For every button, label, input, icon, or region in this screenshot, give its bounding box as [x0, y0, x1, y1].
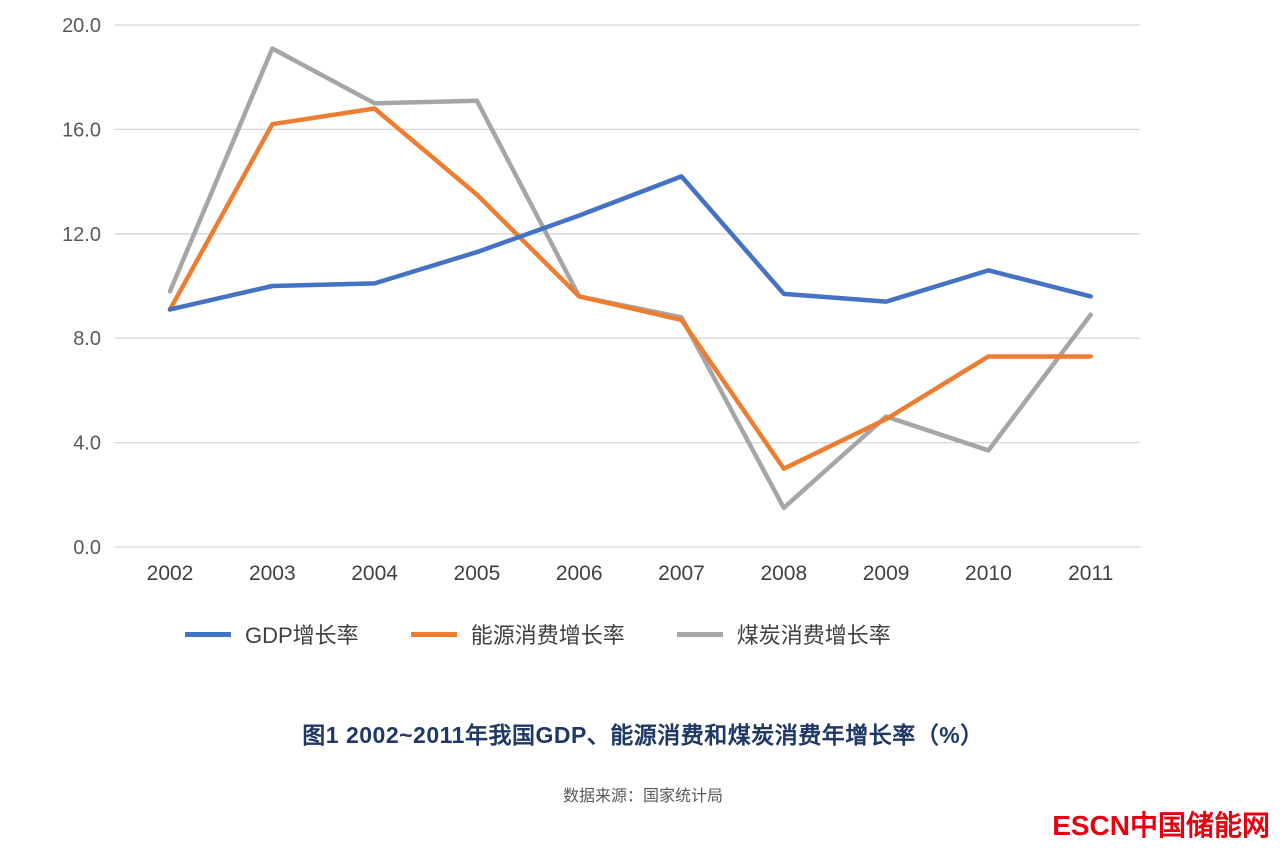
legend-swatch: [410, 631, 457, 637]
x-axis-tick-label: 2006: [556, 562, 603, 585]
y-axis-tick-label: 0.0: [73, 537, 101, 559]
legend-swatch: [185, 631, 231, 637]
y-axis-tick-label: 4.0: [73, 433, 101, 455]
y-axis-tick-label: 20.0: [62, 15, 101, 37]
y-axis-tick-label: 12.0: [62, 224, 101, 246]
series-line-能源消费增长率: [167, 106, 1093, 471]
legend-item: 能源消费增长率: [410, 618, 625, 650]
legend-label: GDP增长率: [245, 623, 359, 648]
legend-label: 煤炭消费增长率: [736, 623, 891, 648]
escn-logo: ESCN中国储能网: [1052, 804, 1270, 844]
x-axis-tick-label: 2003: [249, 562, 296, 585]
legend-swatch: [676, 631, 723, 637]
x-axis-tick-label: 2008: [760, 562, 807, 585]
x-axis-tick-label: 2011: [1068, 562, 1113, 585]
x-axis-tick-label: 2007: [658, 562, 705, 585]
legend-item: 煤炭消费增长率: [676, 618, 891, 650]
x-axis-tick-label: 2010: [965, 562, 1012, 585]
y-axis-tick-label: 8.0: [73, 328, 101, 350]
figure-caption: 图1 2002~2011年我国GDP、能源消费和煤炭消费年增长率（%）: [302, 722, 984, 748]
legend-item: GDP增长率: [185, 618, 359, 650]
x-axis-tick-label: 2009: [863, 562, 910, 585]
line-chart: 0.0 4.0 8.0 12.0 16.0 20.0 2002 2003 2004 2005 200…: [62, 15, 1140, 585]
x-axis-tick-label: 2002: [147, 562, 194, 585]
legend-label: 能源消费增长率: [470, 623, 625, 648]
x-axis-tick-label: 2005: [454, 562, 501, 585]
x-axis-tick-label: 2004: [351, 562, 398, 585]
data-source-note: 数据来源：国家统计局: [562, 788, 723, 805]
chart-legend: GDP增长率 能源消费增长率 煤炭消费增长率: [185, 618, 891, 650]
y-axis-tick-label: 16.0: [62, 119, 101, 141]
series-line-GDP增长率: [167, 174, 1093, 312]
escn-logo-site-name: 中国储能网: [1129, 810, 1270, 841]
escn-logo-text: ESCN: [1052, 810, 1130, 841]
